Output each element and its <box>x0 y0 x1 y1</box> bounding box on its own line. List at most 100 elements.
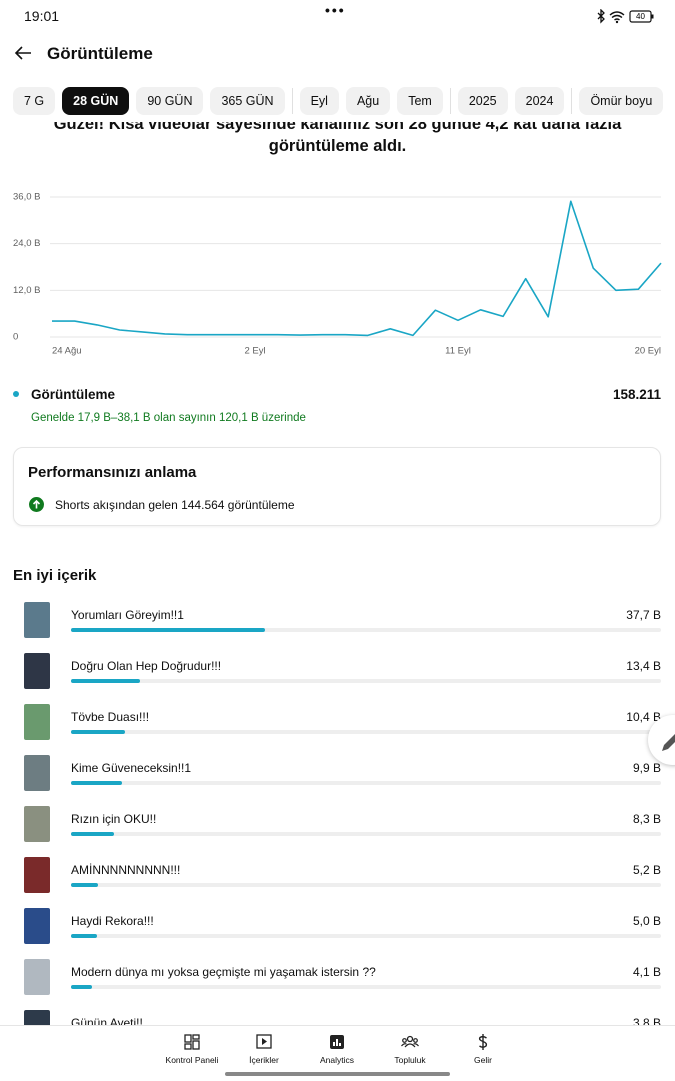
bar <box>71 628 266 632</box>
icon-part <box>256 1034 272 1049</box>
content-title: Kime Güveneceksin!!1 <box>71 761 192 775</box>
y-tick-label: 24,0 B <box>13 238 40 249</box>
bar <box>71 781 122 785</box>
nav-item[interactable]: Gelir <box>438 1032 528 1065</box>
content-row[interactable]: Haydi Rekora!!! 5,0 B <box>0 906 675 957</box>
bar-track <box>71 883 661 887</box>
y-tick-label: 36,0 B <box>13 192 40 203</box>
content-title: Günün Ayeti!! <box>71 1016 143 1025</box>
total-views: 158.211 <box>612 387 661 402</box>
content-title: Tövbe Duası!!! <box>71 710 150 724</box>
content-value: 9,9 B <box>632 761 661 775</box>
up-icon <box>29 497 44 512</box>
nav-icon <box>401 1035 419 1048</box>
icon-part <box>478 1034 488 1050</box>
thumbnail <box>24 908 50 944</box>
status-icons: 40 <box>597 9 654 24</box>
status-bar: 19:01 ••• 40 <box>0 0 675 32</box>
content-row[interactable]: Modern dünya mı yoksa geçmişte mi yaşama… <box>0 957 675 1008</box>
bar-track <box>71 628 661 632</box>
nav-item[interactable]: Topluluk <box>365 1032 455 1065</box>
thumbnail <box>24 602 50 638</box>
tab-separator <box>449 88 451 114</box>
content-value: 10,4 B <box>626 710 661 724</box>
line-series <box>52 200 662 337</box>
views-chart: 0 12,0 B 24,0 B 36,0 B 24 Ağu 2 Eyl 11 Eyl 20 E… <box>13 192 662 357</box>
content-title: Rızın için OKU!! <box>71 812 157 826</box>
card-title: Performansınızı anlama <box>28 464 197 481</box>
thumbnail <box>24 857 50 893</box>
period-tab[interactable]: 365 GÜN <box>210 87 285 115</box>
nav-icon <box>478 1034 488 1050</box>
thumbnail <box>24 653 50 689</box>
bar <box>71 832 114 836</box>
bar <box>71 934 97 938</box>
time: 19:01 <box>24 8 60 24</box>
icon-part <box>333 1042 335 1046</box>
nav-label: Kontrol Paneli <box>165 1055 219 1065</box>
content-row[interactable]: Rızın için OKU!! 8,3 B <box>0 804 675 855</box>
icon-part <box>402 1038 407 1043</box>
period-tab[interactable]: 2025 <box>457 87 508 115</box>
period-tab[interactable]: Ömür boyu <box>579 87 664 115</box>
content-row[interactable]: AMİNNNNNNNNN!!! 5,2 B <box>0 855 675 906</box>
content-row[interactable]: Günün Ayeti!! 3,8 B <box>0 1008 675 1025</box>
tab-separator <box>571 88 573 114</box>
content-title: Yorumları Göreyim!!1 <box>71 608 184 622</box>
legend-dot <box>13 391 19 397</box>
nav-label: Topluluk <box>394 1055 426 1065</box>
content-title: Haydi Rekora!!! <box>71 914 154 928</box>
nav-item[interactable]: Analytics <box>292 1032 382 1065</box>
icon-part <box>406 1035 414 1043</box>
bottom-nav: Kontrol Paneli İçerikler Analytics Topluluk… <box>0 1025 675 1081</box>
period-tab[interactable]: Eyl <box>299 87 339 115</box>
content-row[interactable]: Yorumları Göreyim!!1 37,7 B <box>0 600 675 651</box>
content-value: 13,4 B <box>626 659 661 673</box>
period-tab[interactable]: 7 G <box>13 87 56 115</box>
bar-track <box>71 679 661 683</box>
thumbnail <box>24 755 50 791</box>
icon-part <box>184 1043 192 1050</box>
thumbnail <box>24 704 50 740</box>
x-tick-label: 20 Eyl <box>635 346 661 357</box>
period-tab[interactable]: 90 GÜN <box>136 87 204 115</box>
thumbnail <box>24 806 50 842</box>
content-row[interactable]: Kime Güveneceksin!!1 9,9 B <box>0 753 675 804</box>
period-tabs: 7 G 28 GÜN 90 GÜN 365 GÜN Eyl Ağu Tem 2025 2024 Ö… <box>0 80 675 122</box>
nav-item[interactable]: Kontrol Paneli <box>147 1032 237 1065</box>
content-row[interactable]: Doğru Olan Hep Doğrudur!!! 13,4 B <box>0 651 675 702</box>
y-tick-label: 12,0 B <box>13 285 40 296</box>
bar-track <box>71 832 661 836</box>
legend-name: Görüntüleme <box>31 387 116 402</box>
thumbnail <box>24 959 50 995</box>
content-row[interactable]: Tövbe Duası!!! 10,4 B <box>0 702 675 753</box>
bar-track <box>71 985 661 989</box>
content-title: Modern dünya mı yoksa geçmişte mi yaşama… <box>71 965 376 979</box>
performance-card[interactable]: Performansınızı anlama Shorts akışından … <box>13 447 661 526</box>
edit-icon <box>662 734 675 751</box>
dots: ••• <box>325 2 346 18</box>
content-value: 5,2 B <box>632 863 661 877</box>
comparison-note: Genelde 17,9 B–38,1 B olan sayının 120,1… <box>31 412 306 424</box>
tab-separator <box>291 88 293 114</box>
period-tab[interactable]: 28 GÜN <box>62 87 130 115</box>
x-tick-label: 24 Ağu <box>52 346 82 357</box>
nav-item[interactable]: İçerikler <box>219 1032 309 1065</box>
period-tab[interactable]: Ağu <box>345 87 391 115</box>
back-button[interactable] <box>14 44 34 62</box>
content-value: 5,0 B <box>632 914 661 928</box>
bar <box>71 730 125 734</box>
nav-icon <box>330 1035 344 1049</box>
period-tab[interactable]: 2024 <box>514 87 565 115</box>
bar <box>71 679 140 683</box>
content-value: 8,3 B <box>632 812 661 826</box>
period-tab[interactable]: Tem <box>397 87 443 115</box>
content-value: 37,7 B <box>626 608 661 622</box>
nav-label: İçerikler <box>249 1055 279 1065</box>
icon-part <box>184 1034 192 1043</box>
bar-track <box>71 781 661 785</box>
thumbnail <box>24 1010 50 1025</box>
battery-level: 40 <box>636 12 645 21</box>
x-tick-label: 11 Eyl <box>445 346 471 357</box>
content-title: Doğru Olan Hep Doğrudur!!! <box>71 659 222 673</box>
